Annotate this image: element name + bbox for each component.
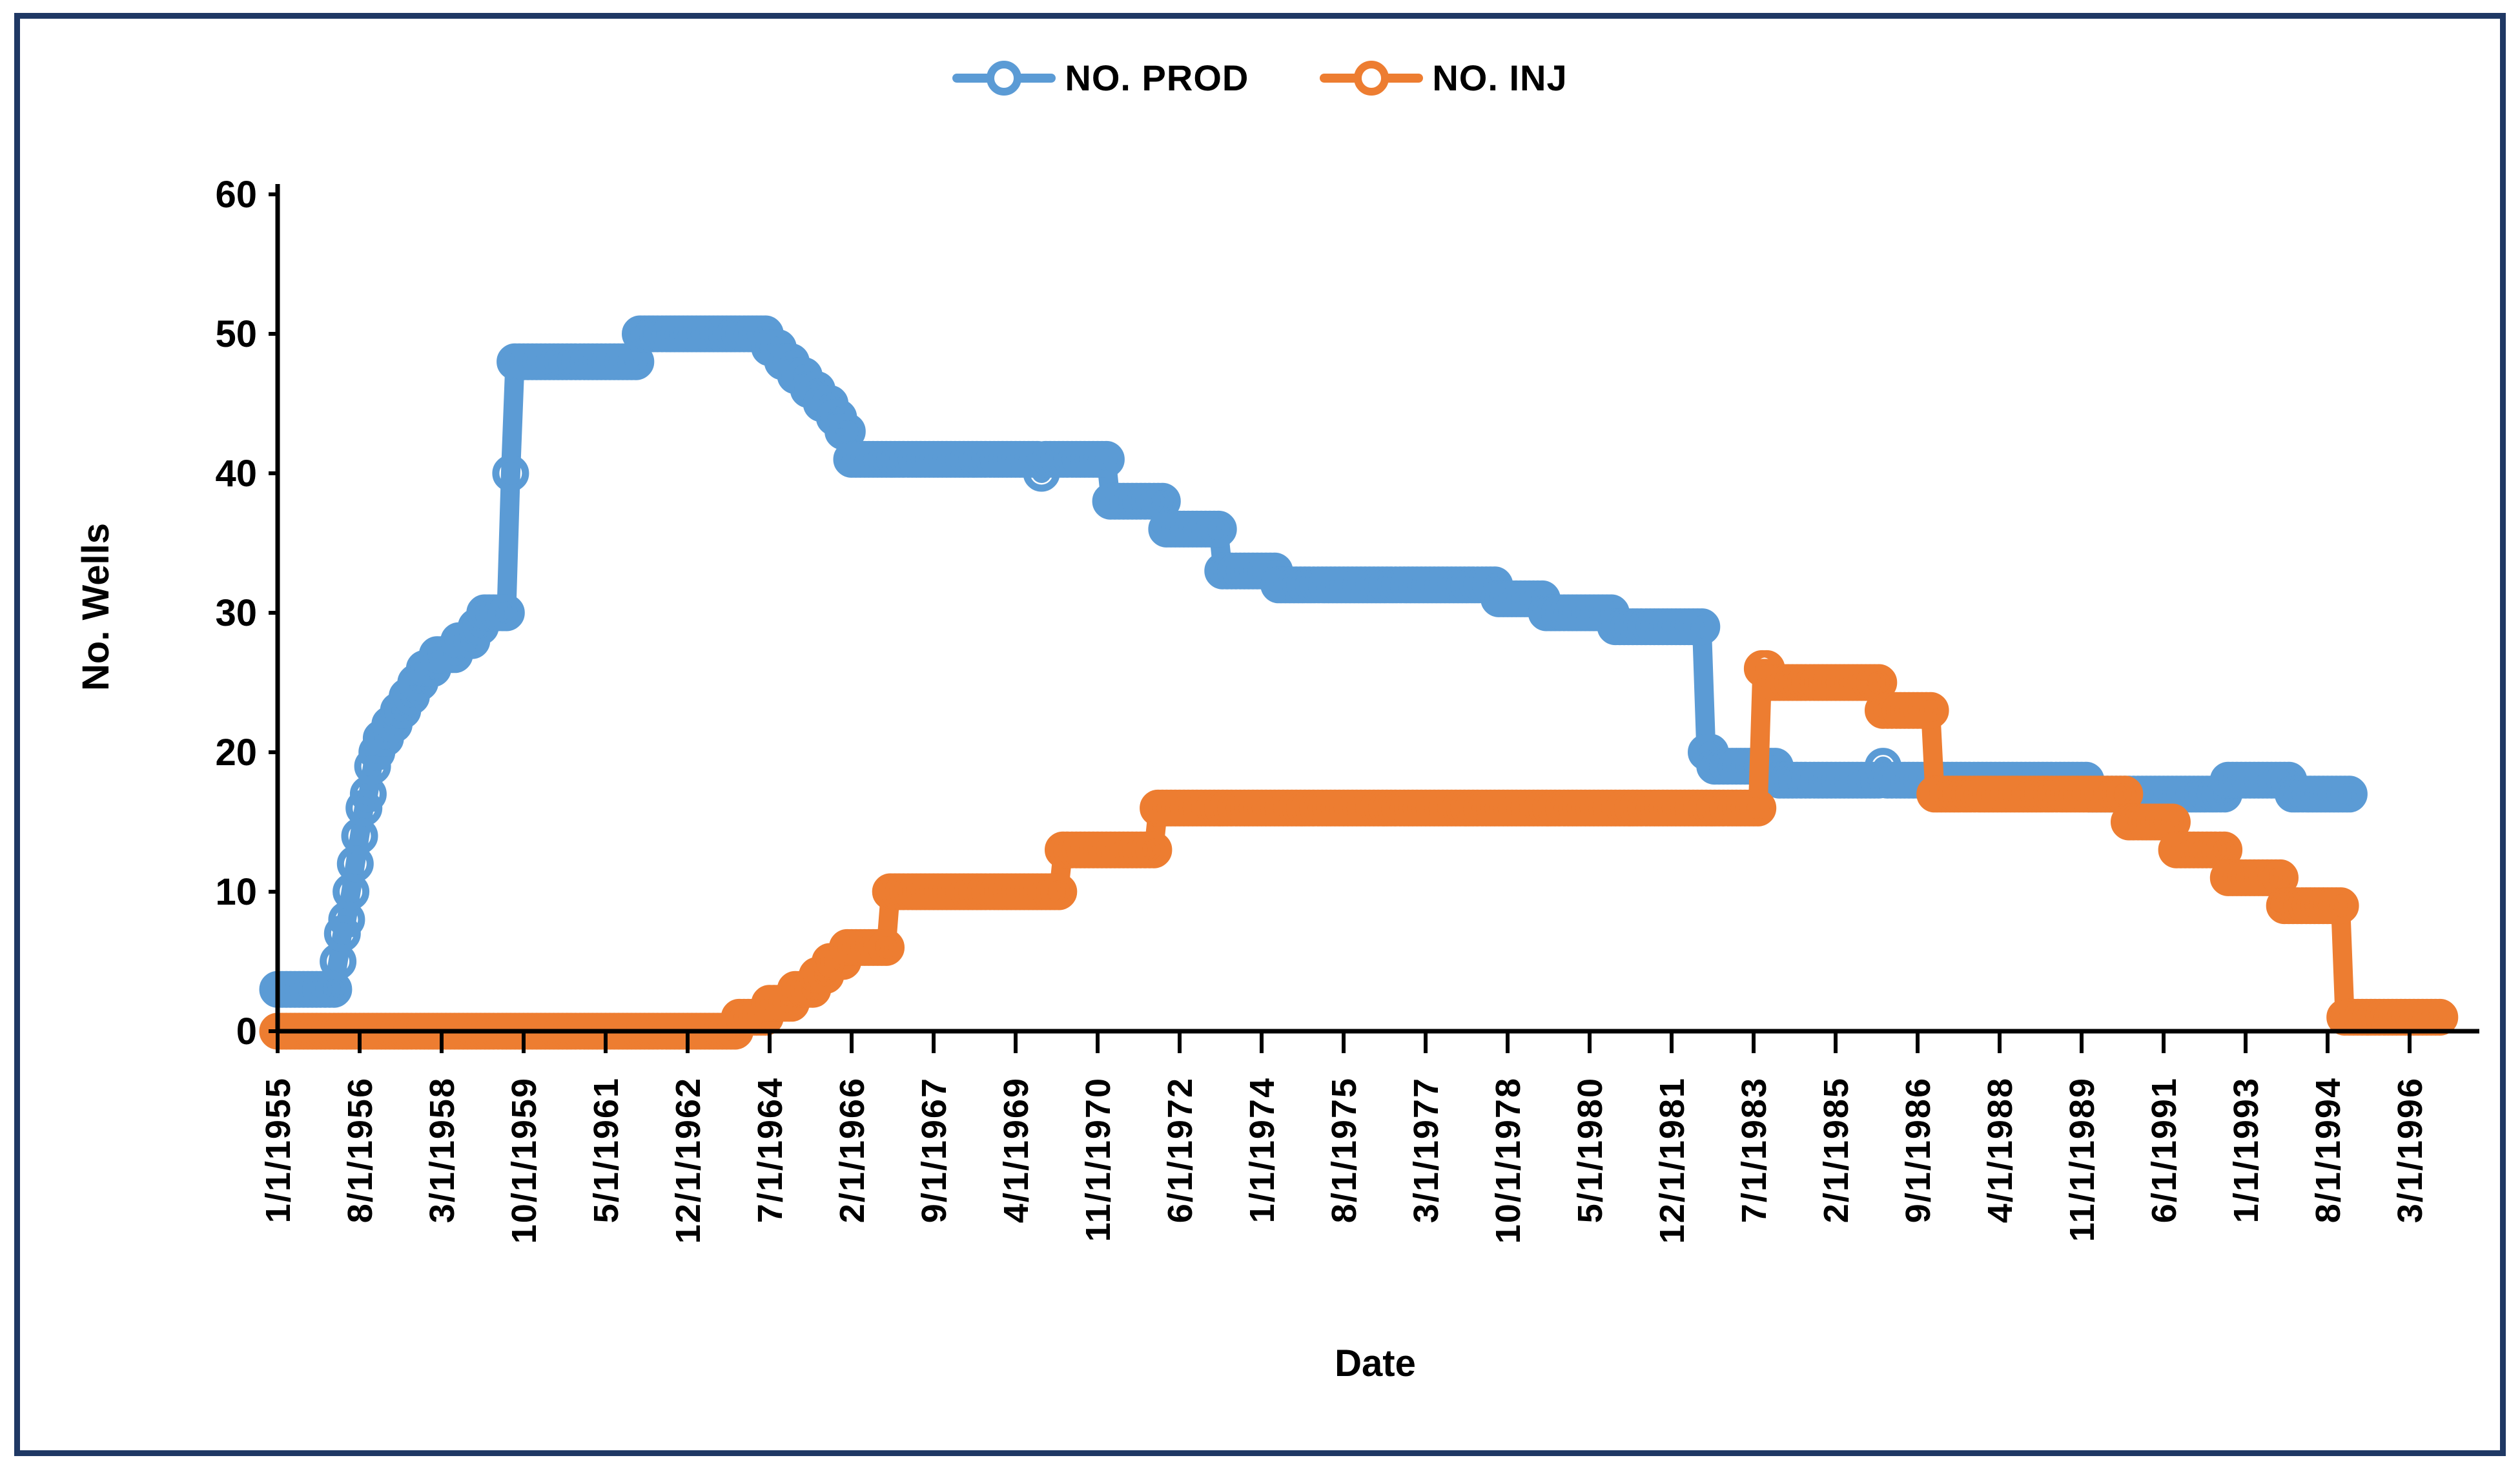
x-tick-label: 3/1/1977 (1407, 1077, 1446, 1223)
y-tick-label: 20 (215, 732, 257, 774)
x-tick-label: 5/1/1961 (587, 1077, 626, 1223)
series-markers-no-inj (259, 650, 2459, 1050)
x-tick-label: 7/1/1964 (751, 1077, 790, 1223)
x-tick-label: 8/1/1994 (2309, 1077, 2348, 1223)
y-tick-label: 30 (215, 592, 257, 634)
x-tick-label: 3/1/1958 (423, 1077, 462, 1223)
data-point-marker (492, 455, 529, 492)
x-tick-label: 8/1/1975 (1325, 1077, 1364, 1223)
x-axis-title: Date (1335, 1342, 1416, 1384)
series-markers-no-prod (259, 315, 2368, 1008)
y-tick-label: 60 (215, 174, 257, 216)
x-tick-label: 1/1/1955 (259, 1077, 298, 1223)
x-tick-label: 4/1/1969 (997, 1077, 1036, 1223)
data-point-marker (1683, 608, 1721, 646)
legend-label-no-prod: NO. PROD (1065, 57, 1249, 98)
x-tick-label: 4/1/1988 (1981, 1077, 2020, 1223)
x-tick-label: 11/1/1989 (2063, 1077, 2102, 1242)
x-tick-label: 1/1/1974 (1243, 1077, 1282, 1223)
data-point-marker (2330, 776, 2368, 813)
data-point-marker (1040, 873, 1078, 910)
x-tick-label: 10/1/1978 (1489, 1077, 1528, 1244)
y-tick-label: 50 (215, 313, 257, 355)
x-tick-label: 3/1/1996 (2391, 1077, 2430, 1223)
x-tick-label: 9/1/1986 (1899, 1077, 1938, 1223)
y-tick-label: 40 (215, 453, 257, 495)
y-tick-label: 0 (236, 1011, 257, 1053)
legend: NO. PROD NO. INJ (0, 57, 2520, 99)
data-point-marker (868, 929, 905, 966)
legend-label-no-inj: NO. INJ (1432, 57, 1568, 98)
open-circle-icon (1354, 60, 1389, 96)
x-tick-label: 10/1/1959 (505, 1077, 544, 1244)
series-line-no-prod (268, 324, 2359, 1000)
x-tick-label: 8/1/1956 (341, 1077, 380, 1223)
x-tick-label: 6/1/1991 (2145, 1077, 2184, 1223)
series-line-no-inj (268, 659, 2450, 1041)
y-tick-label: 10 (215, 871, 257, 913)
x-tick-label: 1/1/1993 (2227, 1077, 2266, 1223)
x-tick-label: 2/1/1966 (833, 1077, 872, 1223)
x-tick-label: 12/1/1962 (669, 1077, 708, 1244)
data-point-marker (1912, 692, 1949, 729)
data-point-marker (487, 594, 525, 632)
x-tick-label: 6/1/1972 (1161, 1077, 1200, 1223)
outer-border-frame (14, 13, 2506, 1456)
data-point-marker (2322, 887, 2359, 925)
x-tick-label: 11/1/1970 (1079, 1077, 1118, 1242)
x-tick-label: 5/1/1980 (1571, 1077, 1610, 1223)
legend-item-no-inj: NO. INJ (1320, 57, 1567, 99)
x-tick-label: 12/1/1981 (1653, 1077, 1692, 1244)
x-tick-label: 9/1/1967 (915, 1077, 954, 1223)
data-point-marker (1739, 789, 1777, 827)
data-point-marker (1087, 440, 1125, 478)
x-tick-label: 2/1/1985 (1817, 1077, 1856, 1223)
data-point-marker (1200, 510, 1237, 548)
no-inj-line-marker-icon (1320, 60, 1424, 96)
data-point-marker (1135, 831, 1173, 868)
legend-item-no-prod: NO. PROD (952, 57, 1249, 99)
x-tick-label: 7/1/1983 (1735, 1077, 1774, 1223)
